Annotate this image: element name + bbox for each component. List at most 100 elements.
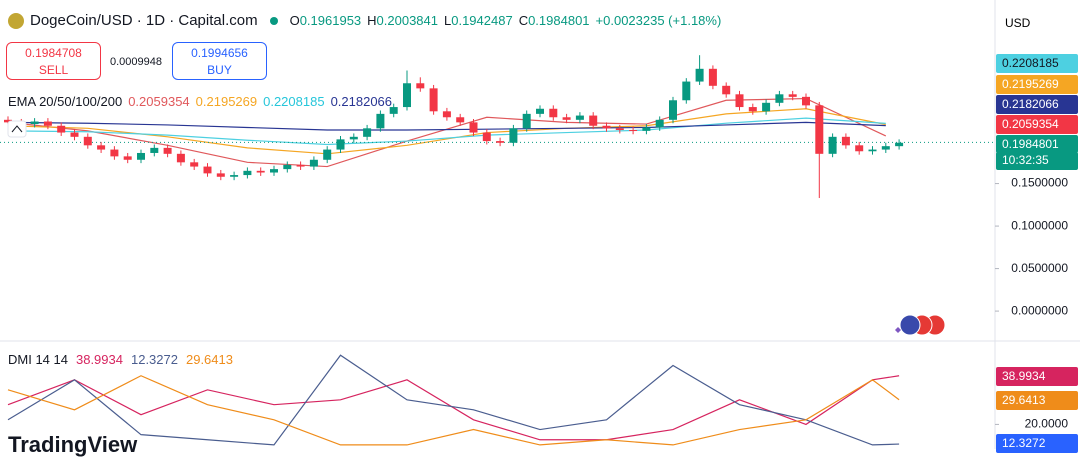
collapse-button[interactable] — [7, 120, 27, 138]
flag-icon — [895, 314, 946, 336]
ema-axis-label: 0.2182066 — [996, 95, 1078, 114]
candle-body — [442, 111, 451, 118]
status-dot — [269, 16, 278, 25]
candle-body — [296, 164, 305, 167]
spread: 0.0009948 — [110, 56, 162, 68]
candle-body — [270, 169, 278, 173]
candle-body — [868, 149, 877, 152]
ema-value: 0.2208185 — [263, 94, 325, 109]
ema-legend: EMA 20/50/100/200 0.2059354 0.2195269 0.… — [8, 94, 392, 109]
candle-body — [176, 153, 185, 163]
ema-value: 0.2195269 — [195, 94, 258, 109]
candle-body — [815, 105, 824, 154]
ohlc-value: 0.1942487 — [451, 13, 513, 28]
buy-price: 0.1994656 — [191, 46, 248, 60]
ema-label: EMA 20/50/100/200 — [8, 94, 123, 109]
y-tick-label: 0.0000000 — [1011, 303, 1068, 317]
candle-body — [203, 166, 212, 174]
candle-body — [110, 149, 119, 157]
candle-body — [828, 136, 837, 154]
candle-body — [163, 147, 172, 154]
dmi-line — [7, 375, 900, 441]
watermark: TradingView — [8, 432, 138, 457]
ohlc-value: 0.1961953 — [299, 13, 362, 28]
ema-line — [7, 117, 886, 146]
symbol: DogeCoin/USD · 1D · Capital.com — [30, 12, 258, 29]
candle-body — [802, 96, 810, 106]
candle-body — [363, 128, 372, 137]
candle-body — [496, 141, 505, 143]
collapse-icon — [11, 125, 23, 133]
candle-body — [575, 115, 584, 120]
ema-value: 0.2182066 — [330, 94, 393, 109]
price-pane — [0, 55, 995, 199]
ema-axis-label: 0.2195269 — [996, 75, 1078, 94]
candle-body — [376, 113, 385, 129]
candle-body — [389, 107, 398, 114]
ema-value: 0.2059354 — [128, 94, 190, 109]
dmi-legend: DMI 14 14 38.9934 12.3272 29.6413 — [8, 352, 233, 367]
sell-price: 0.1984708 — [25, 46, 82, 60]
y-tick-label: 0.0500000 — [1011, 261, 1068, 275]
candle-body — [216, 173, 225, 177]
candle-body — [602, 125, 611, 129]
candle-body — [629, 130, 638, 132]
candle-body — [881, 146, 890, 150]
dmi-value: 12.3272 — [130, 352, 178, 367]
sell-button[interactable]: 0.1984708 SELL — [6, 42, 101, 80]
candle-body — [137, 152, 145, 160]
candle-body — [855, 145, 864, 152]
candle-body — [456, 117, 465, 123]
candle-body — [589, 115, 598, 126]
buy-button[interactable]: 0.1994656 BUY — [172, 42, 267, 80]
sell-label: SELL — [38, 63, 69, 77]
dmi-line — [7, 375, 900, 446]
candle-body — [403, 83, 411, 108]
coin-logo — [8, 12, 24, 29]
candle-body — [788, 94, 797, 97]
candle-body — [762, 102, 771, 112]
candle-body — [349, 136, 358, 140]
candle-body — [735, 94, 744, 108]
last-price-label: 0.1984801 — [996, 135, 1078, 153]
axes: 0.0000000 0.0500000 0.1000000 0.1500000 20.0… — [995, 176, 1068, 431]
candle-body — [536, 108, 544, 114]
dmi-label: DMI 14 14 — [8, 352, 68, 367]
candle-body — [509, 128, 518, 143]
candle-body — [642, 127, 651, 131]
candle-body — [695, 68, 704, 82]
candle-body — [43, 121, 52, 126]
candle-body — [615, 128, 624, 131]
candle-body — [97, 145, 106, 150]
candle-body — [283, 164, 292, 170]
candle-body — [895, 142, 904, 147]
y-tick-label: 20.0000 — [1025, 417, 1069, 431]
dmi-axis-label: 29.6413 — [996, 391, 1078, 410]
header: DogeCoin/USD · 1D · Capital.com O 0.19619… — [8, 12, 721, 29]
candle-body — [416, 83, 425, 89]
dmi-value: 38.9934 — [75, 352, 123, 367]
dmi-axis-label: 12.3272 — [996, 434, 1078, 453]
dmi-pane — [7, 354, 900, 446]
candle-body — [655, 119, 664, 128]
candle-body — [150, 147, 159, 153]
candle-body — [336, 139, 345, 150]
candle-body — [549, 108, 558, 118]
candle-body — [309, 159, 318, 167]
y-tick-label: 0.1500000 — [1011, 176, 1068, 190]
candle-body — [522, 113, 531, 129]
candle-body — [70, 132, 79, 137]
ema-line — [7, 108, 886, 155]
candle-body — [190, 162, 199, 167]
candle-body — [469, 122, 478, 133]
candle-body — [841, 136, 850, 146]
ohlc-key: H — [367, 13, 377, 28]
candle-body — [682, 81, 691, 101]
candle-body — [4, 119, 12, 123]
ema-line — [7, 121, 886, 131]
candle-body — [669, 100, 677, 120]
candle-body — [83, 136, 92, 146]
ohlc-key: L — [444, 13, 452, 28]
